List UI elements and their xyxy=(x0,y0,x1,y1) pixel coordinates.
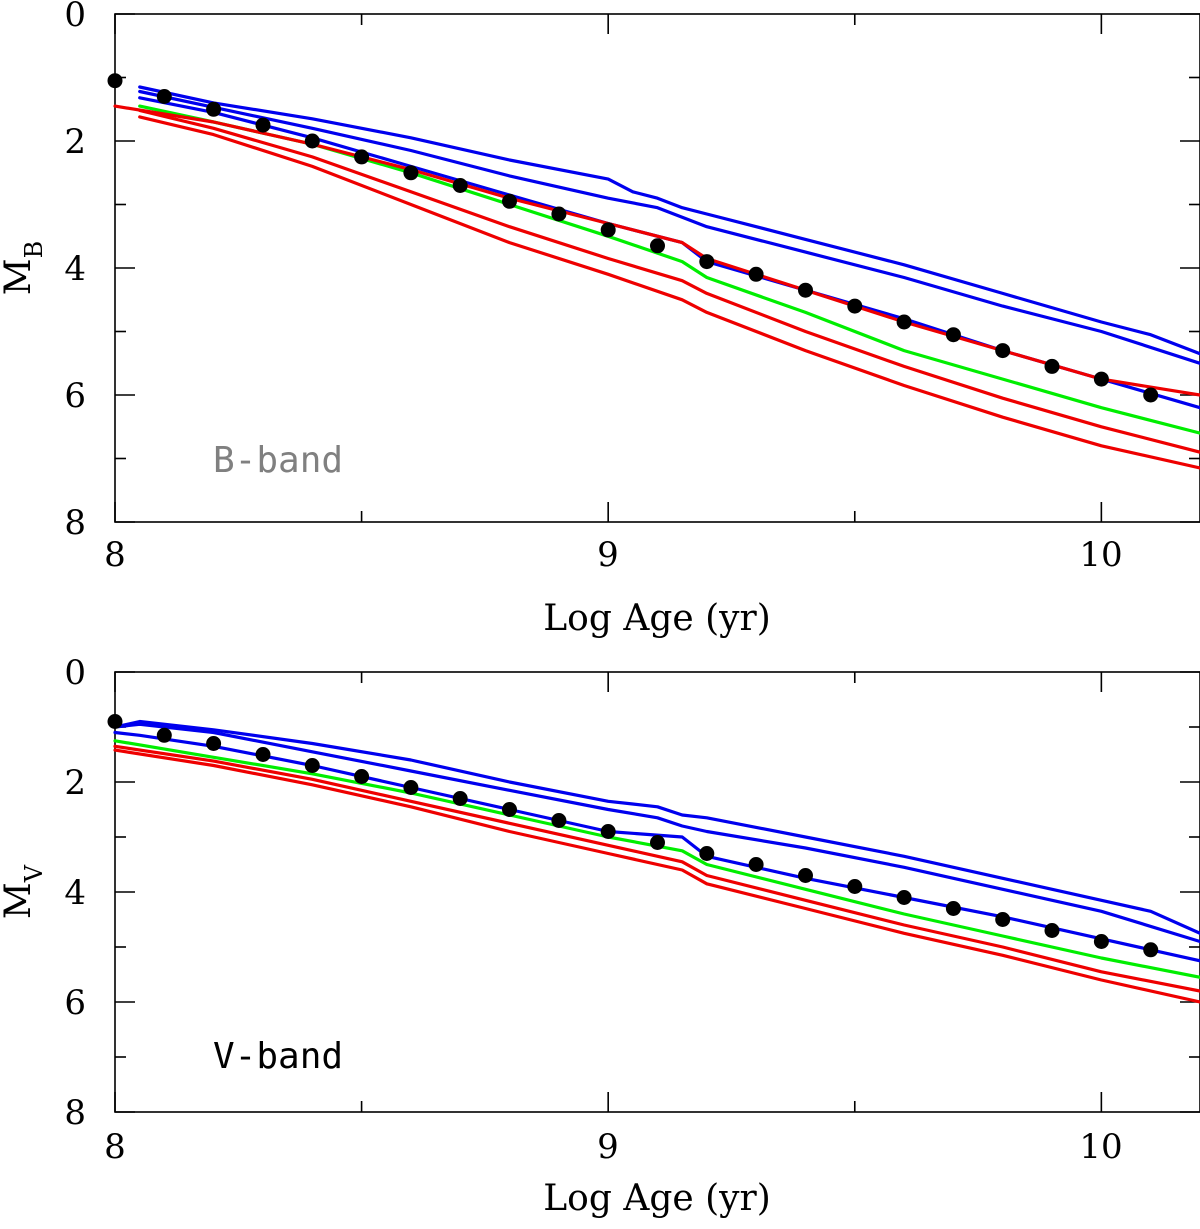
band-label: V-band xyxy=(213,1036,343,1077)
y-tick-label-2: 2 xyxy=(64,122,86,162)
data-point xyxy=(945,901,961,916)
data-point xyxy=(847,298,863,314)
y-axis-label: MV xyxy=(0,864,48,919)
series-line-6 xyxy=(138,108,1200,454)
x-tick-label-8: 8 xyxy=(104,535,126,575)
data-point xyxy=(896,314,912,330)
points-layer xyxy=(107,73,1159,403)
svg-text:MV: MV xyxy=(0,864,48,919)
data-point xyxy=(896,890,912,905)
series-layer xyxy=(113,719,1200,1004)
y-tick-label-8: 8 xyxy=(64,503,86,543)
series-line-6 xyxy=(113,748,1200,1004)
band-label: B-band xyxy=(213,440,343,481)
series-line-2 xyxy=(113,722,1200,944)
y-tick-label-0: 0 xyxy=(64,653,86,693)
data-point xyxy=(798,868,813,883)
y-tick-label-2: 2 xyxy=(64,763,86,803)
data-point xyxy=(304,133,320,149)
data-point xyxy=(945,327,961,343)
data-point xyxy=(1143,387,1159,403)
data-point xyxy=(403,780,419,795)
panel-v-band: 8 9 10 0 2 4 6 8 Log Age (yr) MV V-band xyxy=(0,653,1200,1219)
data-point xyxy=(995,343,1011,359)
data-point xyxy=(502,802,517,817)
series-line-4 xyxy=(113,739,1200,979)
data-point xyxy=(304,758,320,773)
data-point xyxy=(650,238,665,254)
x-axis-label: Log Age (yr) xyxy=(543,598,771,639)
data-point xyxy=(748,266,764,282)
data-point xyxy=(255,747,271,762)
data-point xyxy=(748,857,764,872)
svg-text:MB: MB xyxy=(0,241,48,296)
y-axis-label-main: M xyxy=(0,882,39,919)
series-line-7 xyxy=(138,115,1200,470)
data-point xyxy=(156,727,172,743)
data-point xyxy=(156,89,172,104)
data-point xyxy=(354,149,370,165)
y-axis-label-sub: V xyxy=(20,864,48,883)
data-point xyxy=(206,736,222,751)
data-point xyxy=(502,193,517,209)
data-point xyxy=(600,222,616,238)
points-layer xyxy=(107,714,1159,958)
data-point xyxy=(1044,358,1060,374)
data-point xyxy=(699,846,715,861)
data-point xyxy=(107,73,123,89)
y-axis-label: MB xyxy=(0,241,48,296)
y-tick-label-4: 4 xyxy=(64,873,86,913)
data-point xyxy=(255,117,271,133)
data-point xyxy=(354,769,370,784)
data-point xyxy=(403,165,419,181)
data-point xyxy=(452,791,468,806)
data-point xyxy=(452,178,468,193)
x-tick-label-9: 9 xyxy=(597,1127,619,1167)
data-point xyxy=(1093,371,1109,387)
data-point xyxy=(798,282,813,298)
y-axis-label-sub: B xyxy=(20,241,48,259)
series-line-2 xyxy=(138,89,1200,365)
series-line-4 xyxy=(138,104,1200,435)
y-axis-label-main: M xyxy=(0,258,39,295)
x-tick-label-10: 10 xyxy=(1079,1127,1122,1167)
data-point xyxy=(551,206,567,222)
data-point xyxy=(699,254,715,270)
series-layer xyxy=(113,85,1200,470)
data-point xyxy=(1143,942,1159,958)
data-point xyxy=(107,714,123,729)
x-tick-label-8: 8 xyxy=(104,1127,126,1167)
data-point xyxy=(600,824,616,839)
data-point xyxy=(995,912,1011,927)
data-point xyxy=(551,813,567,828)
y-tick-label-4: 4 xyxy=(64,249,86,289)
data-point xyxy=(1044,923,1060,938)
data-point xyxy=(650,835,665,850)
panel-b-band: 8 9 10 0 2 4 6 8 Log Age (yr) MB B-band xyxy=(0,0,1200,639)
data-point xyxy=(847,879,863,894)
series-line-1 xyxy=(113,719,1200,935)
y-tick-label-6: 6 xyxy=(64,376,86,416)
x-tick-label-9: 9 xyxy=(597,535,619,575)
series-line-5 xyxy=(113,744,1200,993)
x-axis-label: Log Age (yr) xyxy=(543,1178,771,1219)
y-tick-label-0: 0 xyxy=(64,0,86,35)
y-tick-label-6: 6 xyxy=(64,983,86,1023)
data-point xyxy=(206,101,222,117)
x-tick-label-10: 10 xyxy=(1079,535,1122,575)
series-line-1 xyxy=(138,85,1200,356)
data-point xyxy=(1093,934,1109,949)
series-line-3 xyxy=(113,730,1200,963)
y-tick-label-8: 8 xyxy=(64,1093,86,1133)
